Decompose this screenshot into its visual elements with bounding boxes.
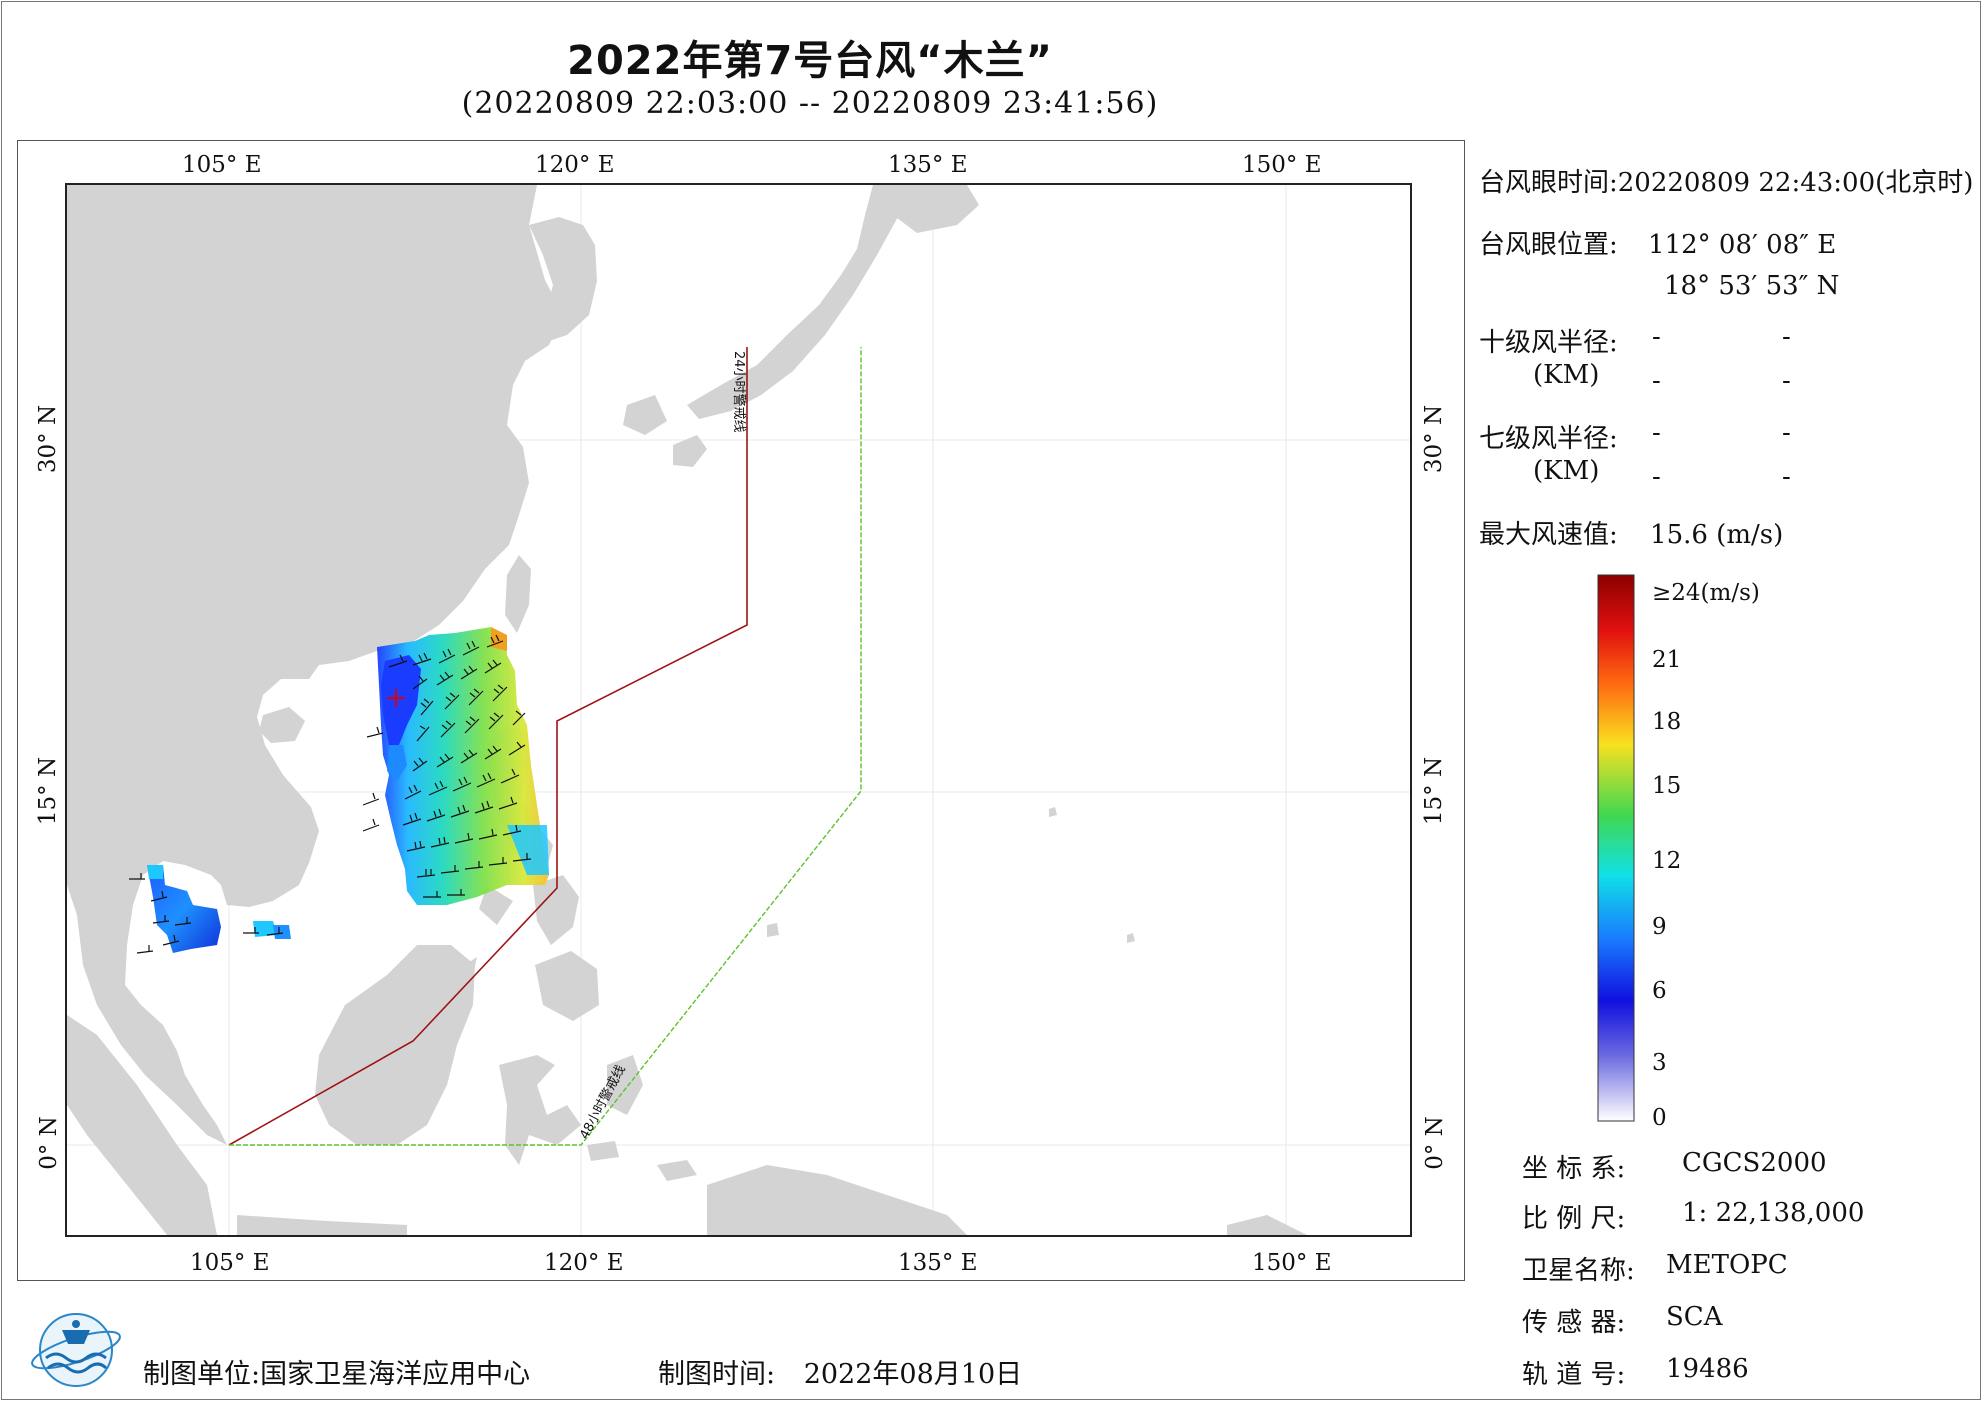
- colorbar-tick-9: 9: [1652, 914, 1667, 940]
- typhoon-eye-marker: [387, 689, 405, 707]
- max-wind-value: 15.6 (m/s): [1650, 520, 1784, 550]
- wind-barbs-secondary: [129, 873, 284, 954]
- r7-unit: (KM): [1533, 456, 1600, 486]
- lon-label-bottom-105: 105° E: [190, 1250, 270, 1276]
- colorbar-tick-21: 21: [1652, 647, 1682, 673]
- map-area: 24小时警戒线 48小时警戒线: [65, 183, 1412, 1237]
- land: [67, 185, 1307, 1235]
- footer-unit-value: 国家卫星海洋应用中心: [260, 1359, 531, 1390]
- crs-label: 坐 标 系:: [1522, 1154, 1626, 1184]
- r7-label: 七级风半径:: [1479, 424, 1618, 454]
- scale-label: 比 例 尺:: [1522, 1204, 1626, 1234]
- max-wind-row: 最大风速值: 15.6 (m/s): [1479, 514, 1783, 551]
- colorbar-tick-12: 12: [1652, 848, 1682, 874]
- footer-date: 制图时间: 2022年08月10日: [658, 1352, 1022, 1391]
- max-wind-label: 最大风速值:: [1479, 520, 1618, 550]
- colorbar-tick-3: 3: [1652, 1050, 1667, 1076]
- lon-label-top-150: 150° E: [1242, 152, 1322, 178]
- lat-label-left-30: 30° N: [35, 404, 62, 474]
- orbit-label: 轨 道 号:: [1522, 1360, 1626, 1390]
- lon-label-top-135: 135° E: [888, 152, 968, 178]
- warning-line-24h: [228, 347, 748, 1146]
- colorbar-tick-0: 0: [1652, 1105, 1667, 1131]
- satellite-value: METOPC: [1666, 1250, 1788, 1280]
- footer-unit: 制图单位:国家卫星海洋应用中心: [143, 1352, 530, 1391]
- lat-label-right-0: 0° N: [1421, 1116, 1448, 1170]
- eye-position-label: 台风眼位置:: [1479, 230, 1618, 260]
- satellite-label: 卫星名称:: [1522, 1256, 1635, 1286]
- r10-value-1: -: [1652, 322, 1661, 352]
- scale-value: 1: 22,138,000: [1682, 1198, 1865, 1228]
- r7-value-4: -: [1782, 462, 1791, 492]
- colorbar-top-label: ≥24(m/s): [1652, 580, 1760, 606]
- colorbar-tick-6: 6: [1652, 978, 1667, 1004]
- wind-swath-main: [377, 627, 549, 905]
- nsoas-logo: [31, 1313, 121, 1387]
- eye-position-row: 台风眼位置: 112° 08′ 08″ E: [1479, 224, 1836, 261]
- footer-date-value: 2022年08月10日: [803, 1359, 1023, 1390]
- footer-date-label: 制图时间:: [658, 1359, 776, 1390]
- wind-barbs-main: [362, 634, 532, 898]
- wind-speed-colorbar: [1597, 574, 1635, 1122]
- crs-value: CGCS2000: [1682, 1148, 1827, 1178]
- lon-label-top-120: 120° E: [535, 152, 615, 178]
- eye-time-value: 20220809 22:43:00(北京时): [1617, 168, 1974, 198]
- r7-value-2: -: [1782, 418, 1791, 448]
- lon-label-bottom-120: 120° E: [544, 1250, 624, 1276]
- eye-latitude: 18° 53′ 53″ N: [1664, 271, 1840, 301]
- sensor-value: SCA: [1666, 1302, 1723, 1332]
- warning-line-24h-label: 24小时警戒线: [731, 351, 747, 433]
- colorbar-tick-18: 18: [1652, 709, 1682, 735]
- lat-label-right-30: 30° N: [1421, 404, 1448, 474]
- sensor-label: 传 感 器:: [1522, 1308, 1626, 1338]
- orbit-value: 19486: [1666, 1354, 1749, 1384]
- lat-label-left-15: 15° N: [35, 756, 62, 826]
- r10-value-3: -: [1652, 366, 1661, 396]
- footer-unit-label: 制图单位:: [143, 1359, 261, 1390]
- r10-unit: (KM): [1533, 360, 1600, 390]
- r10-label: 十级风半径:: [1479, 328, 1618, 358]
- map-canvas: 24小时警戒线 48小时警戒线: [67, 185, 1410, 1235]
- eye-time-row: 台风眼时间:20220809 22:43:00(北京时): [1479, 162, 1973, 199]
- colorbar-tick-15: 15: [1652, 773, 1682, 799]
- eye-time-label: 台风眼时间:: [1479, 168, 1618, 198]
- map-panel: [17, 140, 1465, 1281]
- r10-value-2: -: [1782, 322, 1791, 352]
- warning-line-48h: [229, 347, 862, 1146]
- map-subtitle: (20220809 22:03:00 -- 20220809 23:41:56): [461, 86, 1159, 121]
- map-title: 2022年第7号台风“木兰”: [567, 38, 1053, 84]
- lon-label-bottom-150: 150° E: [1252, 1250, 1332, 1276]
- lat-label-left-0: 0° N: [35, 1116, 62, 1170]
- lon-label-bottom-135: 135° E: [898, 1250, 978, 1276]
- lat-label-right-15: 15° N: [1421, 756, 1448, 826]
- r7-value-1: -: [1652, 418, 1661, 448]
- eye-longitude: 112° 08′ 08″ E: [1648, 230, 1837, 260]
- lon-label-top-105: 105° E: [182, 152, 262, 178]
- r10-value-4: -: [1782, 366, 1791, 396]
- r7-value-3: -: [1652, 462, 1661, 492]
